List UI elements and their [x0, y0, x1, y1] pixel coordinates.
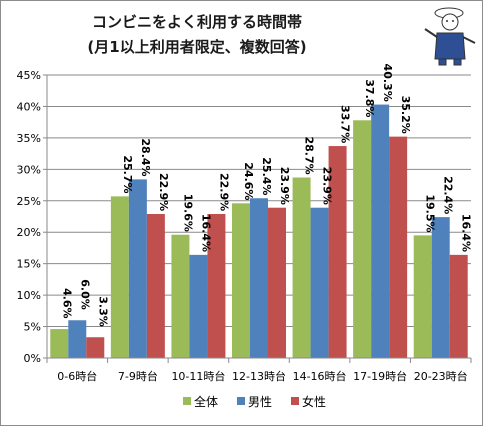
data-label: 25.7% [121, 155, 134, 193]
data-label: 16.4% [199, 214, 212, 252]
data-label: 24.6% [242, 162, 255, 200]
x-axis: 0-6時台 7-9時台 10-11時台 12-13時台 14-16時台 17-19時台 20… [46, 357, 472, 383]
data-labels: 4.6% 6.0% 3.3% 25.7% 28.4% 22.9% 19.6% 16.4% 22.… [60, 64, 472, 327]
legend-swatch [237, 397, 245, 405]
data-label: 23.9% [321, 167, 334, 205]
x-tick-label: 7-9時台 [118, 369, 158, 383]
legend-label: 女性 [302, 394, 326, 409]
bar-3 [207, 213, 226, 358]
bar-1 [292, 177, 311, 358]
chart-subtitle: (月1以上利用者限定、複数回答) [87, 38, 306, 56]
legend-swatch [183, 397, 191, 405]
bar-2 [128, 179, 147, 358]
data-label: 33.7% [339, 105, 352, 143]
bar-3 [86, 337, 105, 358]
bar-1 [353, 120, 372, 358]
bar-1 [413, 235, 432, 358]
data-label: 6.0% [78, 279, 91, 310]
data-label: 3.3% [96, 296, 109, 327]
y-tick-label: 25% [17, 195, 41, 208]
bar-2 [310, 207, 329, 358]
bar-2 [189, 254, 208, 358]
bar-1 [110, 196, 129, 358]
bar-1 [171, 234, 190, 358]
x-tick-label: 20-23時台 [414, 369, 468, 383]
y-tick-label: 10% [17, 289, 41, 302]
bar-2 [68, 320, 87, 358]
legend-label: 男性 [248, 395, 272, 409]
y-tick-label: 35% [17, 132, 41, 145]
data-label: 19.6% [181, 194, 194, 232]
bar-3 [328, 146, 347, 358]
y-tick-label: 15% [17, 258, 41, 271]
bar-3 [146, 213, 165, 358]
legend-label: 全体 [194, 394, 218, 409]
bar-1 [232, 203, 250, 358]
bar-2 [431, 217, 450, 358]
bar-3 [449, 254, 468, 358]
bar-3 [389, 136, 408, 358]
data-label: 28.4% [139, 138, 152, 176]
y-tick-label: 0% [24, 352, 41, 365]
bars [50, 104, 468, 359]
data-label: 28.7% [303, 137, 316, 175]
legend: 全体 男性 女性 [183, 394, 326, 409]
y-tick-label: 5% [24, 321, 41, 334]
data-label: 22.4% [442, 176, 455, 214]
data-label: 37.8% [363, 79, 376, 117]
data-label: 35.2% [399, 96, 412, 134]
x-tick-label: 12-13時台 [232, 369, 286, 383]
y-tick-label: 45% [17, 69, 41, 82]
x-tick-label: 14-16時台 [293, 369, 347, 383]
data-label: 16.4% [460, 214, 473, 252]
x-tick-label: 17-19時台 [353, 369, 407, 383]
data-label: 22.9% [157, 173, 170, 211]
bar-3 [268, 207, 286, 358]
data-label: 40.3% [381, 64, 394, 102]
y-tick-label: 40% [17, 100, 41, 113]
bar-2 [250, 198, 268, 358]
bar-1 [50, 329, 69, 358]
mascot-illustration-icon [424, 7, 476, 66]
chart-title: コンビニをよく利用する時間帯 [92, 13, 302, 31]
y-axis: 0% 5% 10% 15% 20% 25% 30% 35% 40% 45% [17, 69, 48, 365]
data-label: 19.5% [424, 194, 437, 232]
y-tick-label: 30% [17, 163, 41, 176]
x-tick-label: 10-11時台 [171, 369, 225, 383]
data-label: 23.9% [278, 167, 291, 205]
y-tick-label: 20% [17, 226, 41, 239]
bar-2 [371, 104, 390, 359]
data-label: 4.6% [60, 288, 73, 319]
data-label: 25.4% [260, 157, 273, 195]
x-tick-label: 0-6時台 [57, 369, 97, 383]
legend-swatch [291, 397, 299, 405]
data-label: 22.9% [217, 173, 230, 211]
